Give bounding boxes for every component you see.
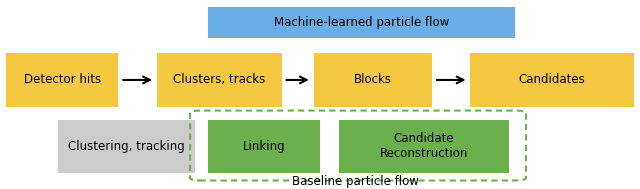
- Text: Candidate
Reconstruction: Candidate Reconstruction: [380, 132, 468, 160]
- Text: Candidates: Candidates: [518, 73, 586, 86]
- Text: Machine-learned particle flow: Machine-learned particle flow: [274, 16, 449, 29]
- FancyBboxPatch shape: [6, 53, 118, 107]
- FancyBboxPatch shape: [58, 120, 195, 173]
- Text: Detector hits: Detector hits: [24, 73, 101, 86]
- FancyBboxPatch shape: [208, 7, 515, 38]
- Text: Linking: Linking: [243, 140, 285, 153]
- Text: Clustering, tracking: Clustering, tracking: [68, 140, 185, 153]
- Text: Blocks: Blocks: [354, 73, 392, 86]
- FancyBboxPatch shape: [470, 53, 634, 107]
- Text: Baseline particle flow: Baseline particle flow: [292, 175, 419, 188]
- FancyBboxPatch shape: [339, 120, 509, 173]
- FancyBboxPatch shape: [314, 53, 432, 107]
- FancyBboxPatch shape: [208, 120, 320, 173]
- Text: Clusters, tracks: Clusters, tracks: [173, 73, 266, 86]
- FancyBboxPatch shape: [157, 53, 282, 107]
